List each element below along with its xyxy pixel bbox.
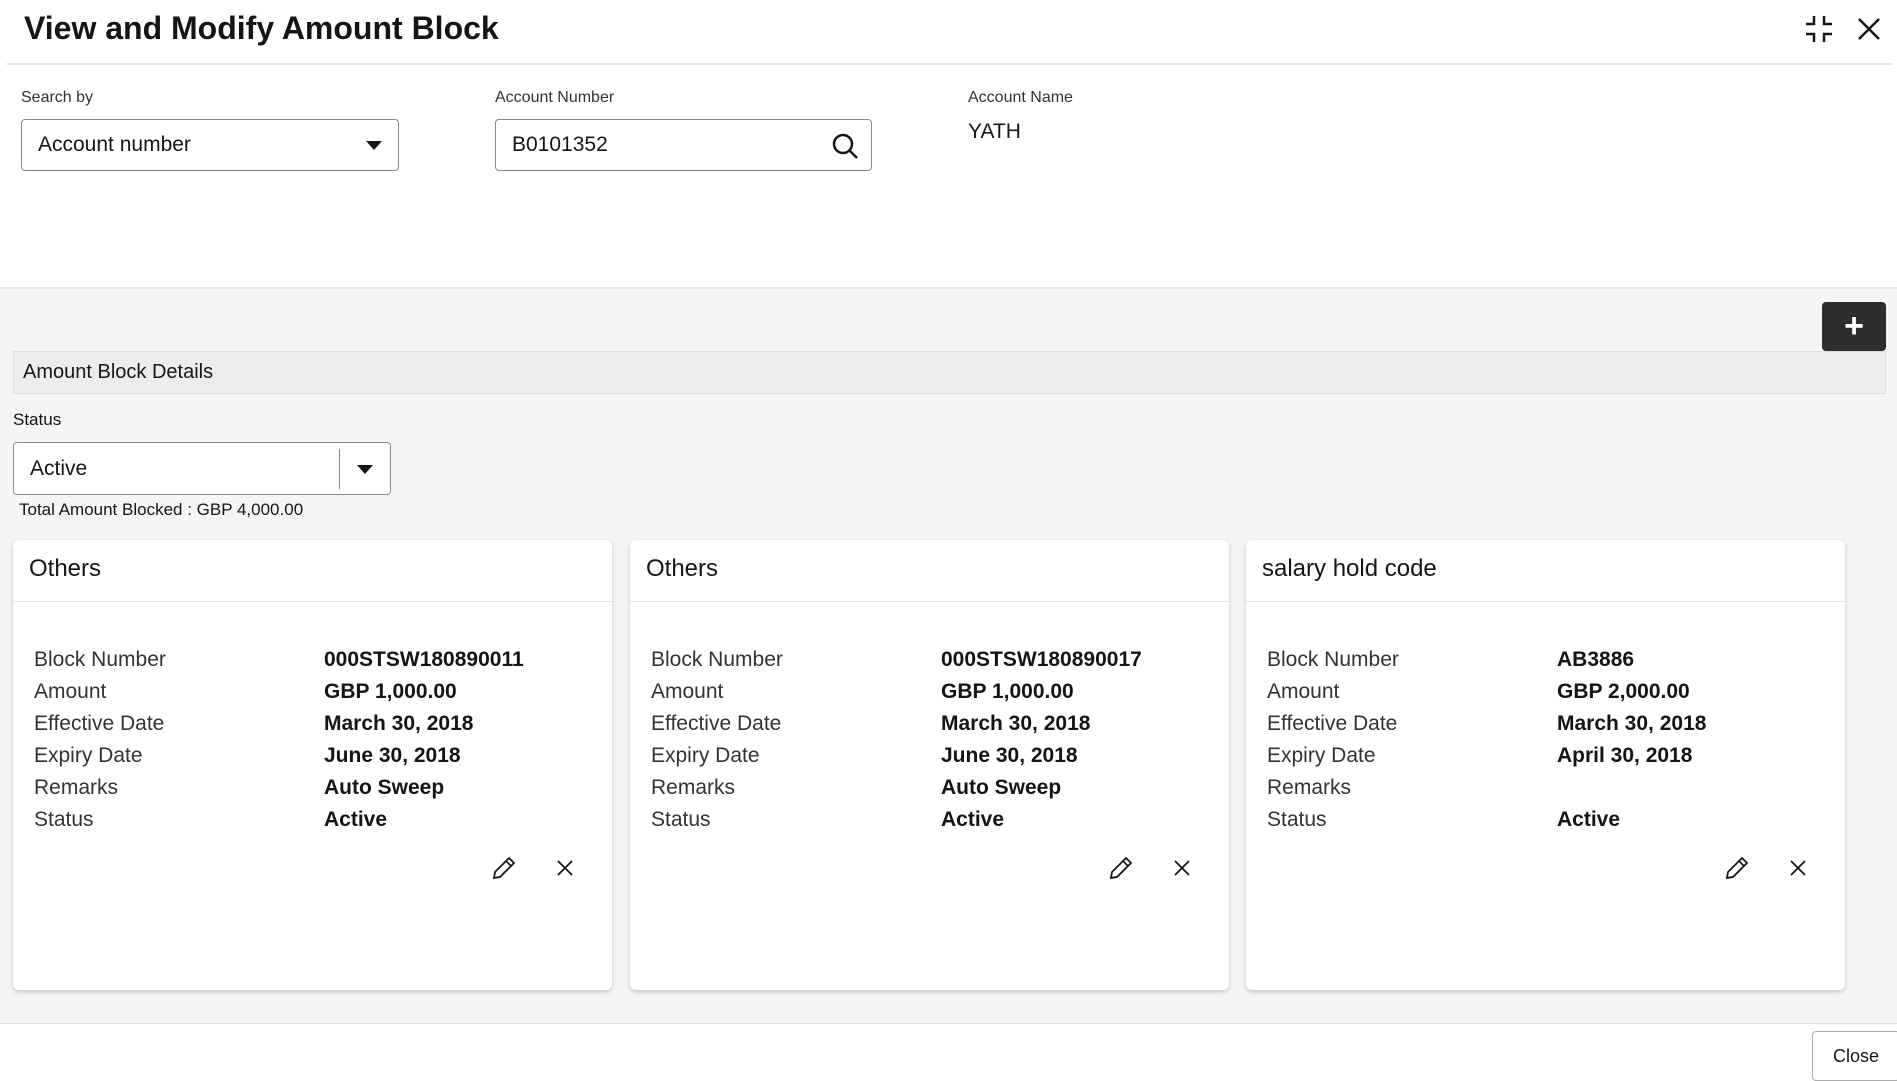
- field-label: Amount: [1267, 680, 1340, 703]
- field-value: Auto Sweep: [941, 776, 1062, 799]
- card-row: Expiry Date June 30, 2018: [651, 740, 1211, 772]
- card-row: Status Active: [1267, 804, 1827, 836]
- field-label: Remarks: [1267, 776, 1352, 799]
- card-row: Remarks Auto Sweep: [651, 772, 1211, 804]
- card-title: Others: [29, 555, 102, 582]
- close-button[interactable]: Close: [1812, 1031, 1897, 1081]
- field-value: 000STSW180890017: [941, 648, 1142, 671]
- field-label: Status: [1267, 808, 1327, 831]
- footer-divider: [0, 1023, 1897, 1024]
- card-row: Amount GBP 1,000.00: [651, 676, 1211, 708]
- field-label: Effective Date: [651, 712, 782, 735]
- card-divider: [630, 601, 1229, 602]
- field-value: 000STSW180890011: [324, 648, 524, 671]
- search-by-value: Account number: [38, 133, 191, 156]
- card-divider: [1246, 601, 1845, 602]
- field-value: Active: [324, 808, 388, 831]
- plus-icon: +: [1844, 307, 1864, 345]
- field-label: Remarks: [651, 776, 736, 799]
- field-label: Block Number: [1267, 648, 1399, 671]
- field-label: Effective Date: [34, 712, 165, 735]
- delete-icon[interactable]: [1786, 856, 1810, 884]
- header-divider: [7, 63, 1891, 65]
- field-value: June 30, 2018: [324, 744, 461, 767]
- status-select[interactable]: Active: [13, 442, 391, 495]
- field-value: Active: [941, 808, 1005, 831]
- field-value: GBP 1,000.00: [324, 680, 457, 703]
- card-row: Status Active: [651, 804, 1211, 836]
- field-value: June 30, 2018: [941, 744, 1078, 767]
- field-value: AB3886: [1557, 648, 1635, 671]
- amount-block-card: Others Block Number 000STSW180890011 Amoun…: [13, 540, 612, 990]
- field-value: Active: [1557, 808, 1621, 831]
- field-value: April 30, 2018: [1557, 744, 1693, 767]
- card-row: Amount GBP 1,000.00: [34, 676, 594, 708]
- page-title: View and Modify Amount Block: [24, 10, 499, 46]
- status-value: Active: [30, 456, 88, 480]
- search-by-label: Search by: [21, 89, 94, 106]
- field-label: Block Number: [34, 648, 166, 671]
- account-number-value: B0101352: [512, 133, 608, 156]
- field-label: Status: [34, 808, 94, 831]
- section-header: Amount Block Details: [13, 351, 1886, 394]
- delete-icon[interactable]: [553, 856, 577, 884]
- field-label: Amount: [34, 680, 107, 703]
- account-name-value: YATH: [968, 120, 1021, 143]
- chevron-down-icon: [366, 141, 382, 150]
- card-row: Status Active: [34, 804, 594, 836]
- delete-icon[interactable]: [1170, 856, 1194, 884]
- account-name-label: Account Name: [968, 89, 1073, 106]
- card-row: Effective Date March 30, 2018: [34, 708, 594, 740]
- field-label: Block Number: [651, 648, 783, 671]
- field-label: Expiry Date: [34, 744, 143, 767]
- field-label: Effective Date: [1267, 712, 1398, 735]
- status-label: Status: [13, 410, 62, 429]
- account-number-label: Account Number: [495, 89, 615, 106]
- field-value: March 30, 2018: [324, 712, 474, 735]
- field-label: Status: [651, 808, 711, 831]
- card-divider: [13, 601, 612, 602]
- field-value: GBP 1,000.00: [941, 680, 1074, 703]
- card-row: Block Number AB3886: [1267, 644, 1827, 676]
- search-icon[interactable]: [831, 132, 859, 166]
- pencil-icon[interactable]: [1724, 855, 1750, 881]
- field-value: GBP 2,000.00: [1557, 680, 1690, 703]
- field-label: Amount: [651, 680, 724, 703]
- field-value: March 30, 2018: [1557, 712, 1707, 735]
- field-label: Expiry Date: [1267, 744, 1376, 767]
- field-value: Auto Sweep: [324, 776, 445, 799]
- card-title: Others: [646, 555, 719, 582]
- card-row: Remarks Auto Sweep: [34, 772, 594, 804]
- amount-block-card: salary hold code Block Number AB3886 Amoun…: [1246, 540, 1845, 990]
- card-row: Amount GBP 2,000.00: [1267, 676, 1827, 708]
- search-by-select[interactable]: Account number: [21, 119, 399, 171]
- card-row: Block Number 000STSW180890011: [34, 644, 594, 676]
- card-row: Effective Date March 30, 2018: [651, 708, 1211, 740]
- account-number-input[interactable]: B0101352: [495, 119, 872, 171]
- minimize-icon[interactable]: [1804, 14, 1834, 44]
- card-row: Block Number 000STSW180890017: [651, 644, 1211, 676]
- amount-block-card: Others Block Number 000STSW180890017 Amoun…: [630, 540, 1229, 990]
- pencil-icon[interactable]: [1108, 855, 1134, 881]
- field-value: March 30, 2018: [941, 712, 1091, 735]
- card-row: Expiry Date June 30, 2018: [34, 740, 594, 772]
- field-label: Remarks: [34, 776, 119, 799]
- card-row: Expiry Date April 30, 2018: [1267, 740, 1827, 772]
- card-row: Effective Date March 30, 2018: [1267, 708, 1827, 740]
- card-title: salary hold code: [1262, 555, 1437, 582]
- pencil-icon[interactable]: [491, 855, 517, 881]
- close-icon[interactable]: [1856, 16, 1882, 42]
- card-row: Remarks: [1267, 772, 1827, 804]
- chevron-down-icon: [357, 465, 373, 474]
- add-button[interactable]: +: [1822, 302, 1886, 351]
- select-divider: [339, 449, 340, 489]
- total-amount-blocked: Total Amount Blocked : GBP 4,000.00: [19, 500, 304, 519]
- field-label: Expiry Date: [651, 744, 760, 767]
